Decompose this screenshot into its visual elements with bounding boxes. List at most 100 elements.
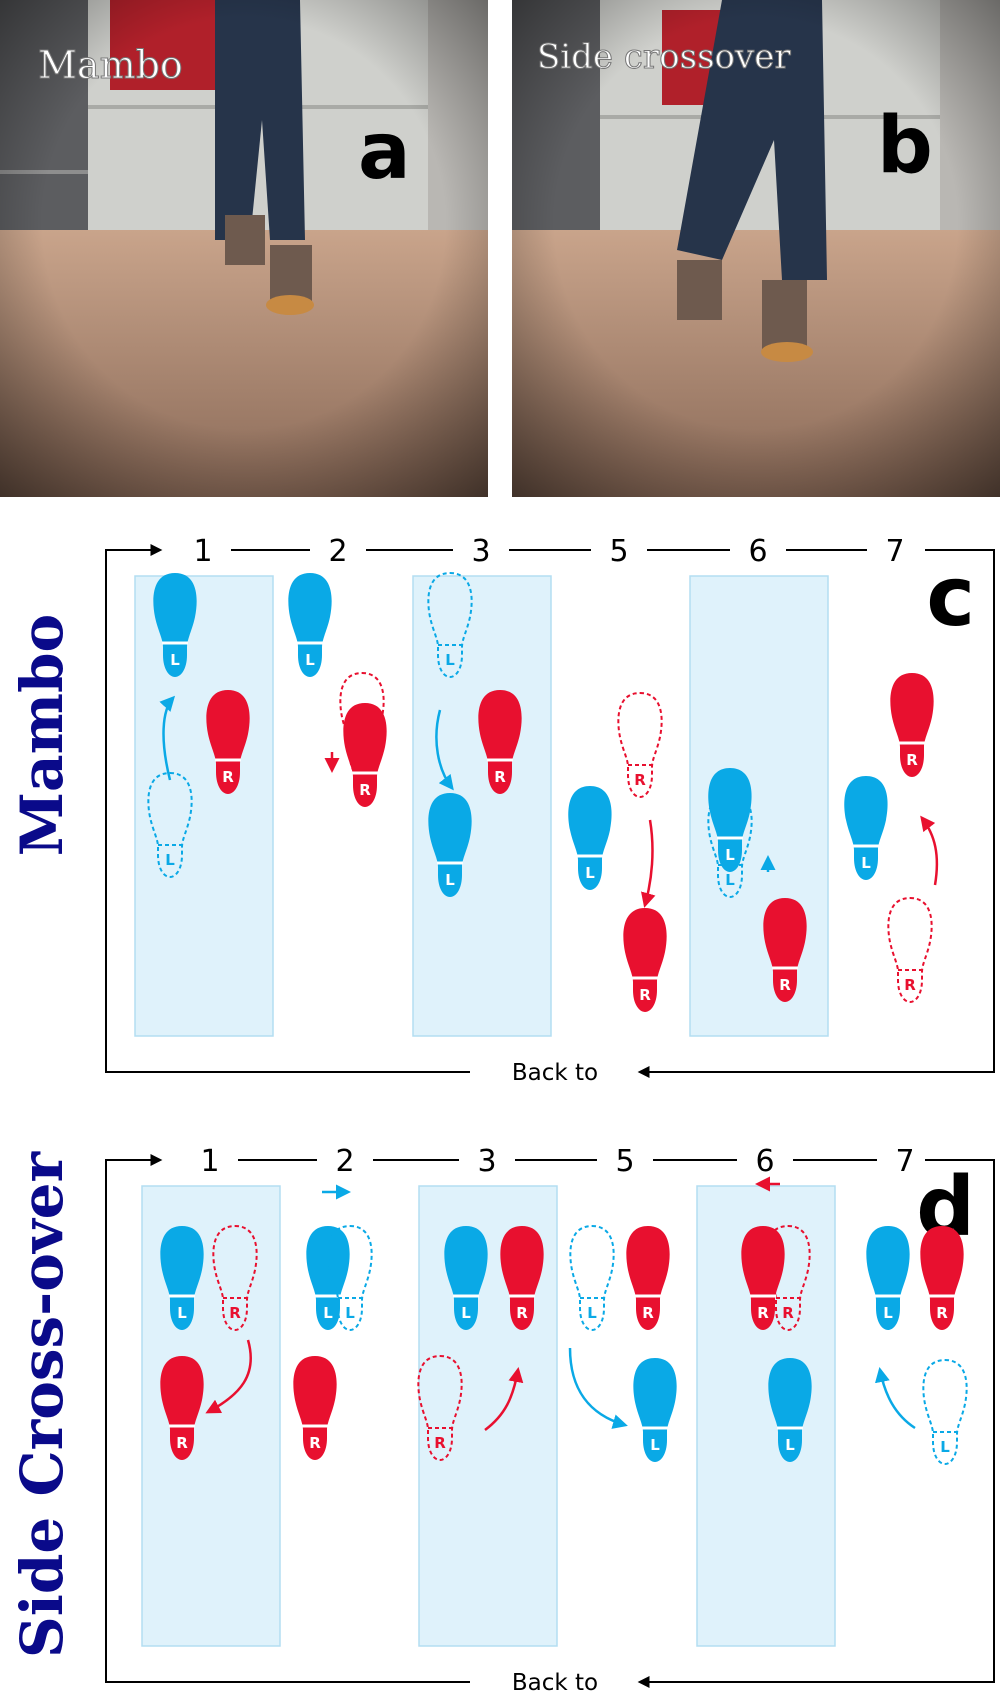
return-label: Back to — [512, 1060, 598, 1086]
right-foot-icon: R — [206, 690, 250, 794]
foot-label: L — [585, 864, 595, 882]
photo-mambo: Mambo a — [0, 0, 488, 497]
foot-label: R — [516, 1304, 528, 1322]
step-arrow — [484, 1367, 524, 1431]
right-foot-icon: R — [623, 908, 667, 1012]
foot-label: R — [779, 976, 791, 994]
side-crossover-step-diagram: 1 2 3 5 6 7 Back to d Side Cross-over L R R L L R L R R L R… — [0, 1130, 1000, 1693]
right-foot-ghost: R — [417, 1354, 463, 1462]
dance-title: Mambo — [8, 614, 76, 856]
step-arrow — [435, 709, 454, 791]
panel-letter: b — [877, 101, 933, 191]
foot-label: L — [940, 1438, 950, 1456]
frame-line — [105, 1035, 470, 1073]
step-number-label: 2 — [335, 1144, 354, 1179]
foot-label: R — [782, 1304, 794, 1322]
return-label: Back to — [512, 1670, 598, 1693]
foot-label: L — [345, 1304, 355, 1322]
left-foot-icon: L — [708, 768, 752, 872]
right-foot-icon: R — [160, 1356, 204, 1460]
step-number-label: 1 — [200, 1144, 219, 1179]
foot-label: L — [650, 1436, 660, 1454]
step-arrow — [875, 1367, 916, 1430]
left-foot-ghost: L — [569, 1224, 615, 1332]
foot-label: R — [309, 1434, 321, 1452]
step-arrow — [641, 819, 656, 908]
foot-label: L — [165, 851, 175, 869]
foot-label: R — [359, 781, 371, 799]
left-foot-ghost: L — [922, 1358, 968, 1466]
right-foot-icon: R — [763, 898, 807, 1002]
left-foot-icon: L — [633, 1358, 677, 1462]
foot-label: R — [176, 1434, 188, 1452]
foot-label: R — [642, 1304, 654, 1322]
right-foot-icon: R — [920, 1226, 964, 1330]
step-arrow — [920, 815, 939, 886]
right-foot-icon: R — [500, 1226, 544, 1330]
right-foot-icon: R — [626, 1226, 670, 1330]
step-number-label: 6 — [748, 534, 767, 569]
foot-label: R — [757, 1304, 769, 1322]
left-foot-icon: L — [428, 793, 472, 897]
dance-title: Side Cross-over — [8, 1150, 76, 1658]
foot-label: L — [305, 651, 315, 669]
left-foot-icon: L — [568, 786, 612, 890]
left-foot-icon: L — [288, 573, 332, 677]
step-number-label: 3 — [477, 1144, 496, 1179]
step-arrow — [568, 1347, 628, 1429]
left-foot-icon: L — [768, 1358, 812, 1462]
right-foot-icon: R — [478, 690, 522, 794]
step-number-label: 6 — [755, 1144, 774, 1179]
foot-label: L — [883, 1304, 893, 1322]
step-number-label: 5 — [609, 534, 628, 569]
step-number-label: 7 — [895, 1144, 914, 1179]
foot-label: L — [725, 871, 735, 889]
right-foot-ghost: R — [617, 691, 663, 799]
right-foot-ghost: R — [212, 1224, 258, 1332]
step-arrow — [205, 1339, 252, 1414]
right-foot-icon: R — [343, 703, 387, 807]
frame-line — [637, 549, 995, 1078]
foot-label: L — [170, 651, 180, 669]
left-foot-icon: L — [306, 1226, 350, 1330]
photo-caption: Mambo — [38, 43, 183, 87]
panel-letter: a — [358, 107, 411, 197]
foot-label: L — [861, 854, 871, 872]
left-foot-icon: L — [160, 1226, 204, 1330]
foot-label: R — [229, 1304, 241, 1322]
right-foot-icon: R — [293, 1356, 337, 1460]
step-number-label: 5 — [615, 1144, 634, 1179]
highlight-column — [134, 575, 274, 1037]
left-foot-icon: L — [866, 1226, 910, 1330]
foot-label: R — [906, 751, 918, 769]
right-foot-icon: R — [890, 673, 934, 777]
left-foot-ghost: L — [147, 771, 193, 879]
foot-label: R — [222, 768, 234, 786]
foot-label: R — [434, 1434, 446, 1452]
right-foot-ghost: R — [765, 1224, 811, 1332]
foot-label: L — [445, 651, 455, 669]
photo-caption: Side crossover — [537, 37, 791, 77]
panel-letter: c — [926, 550, 975, 645]
left-foot-ghost: L — [327, 1224, 373, 1332]
foot-label: L — [587, 1304, 597, 1322]
frame-line — [105, 1154, 163, 1645]
foot-label: L — [177, 1304, 187, 1322]
step-number-label: 1 — [193, 534, 212, 569]
foot-label: L — [725, 846, 735, 864]
right-foot-icon: R — [741, 1226, 785, 1330]
step-number-label: 7 — [885, 534, 904, 569]
step-number-label: 3 — [471, 534, 490, 569]
frame-line — [105, 544, 163, 1035]
left-foot-ghost: L — [427, 571, 473, 679]
foot-label: L — [445, 871, 455, 889]
right-foot-ghost: R — [887, 896, 933, 1004]
step-number-label: 2 — [328, 534, 347, 569]
foot-label: R — [494, 768, 506, 786]
foot-label: R — [639, 986, 651, 1004]
foot-label: R — [936, 1304, 948, 1322]
photo-side-crossover: Side crossover b — [512, 0, 1000, 497]
frame-line — [637, 1159, 995, 1688]
foot-label: L — [785, 1436, 795, 1454]
